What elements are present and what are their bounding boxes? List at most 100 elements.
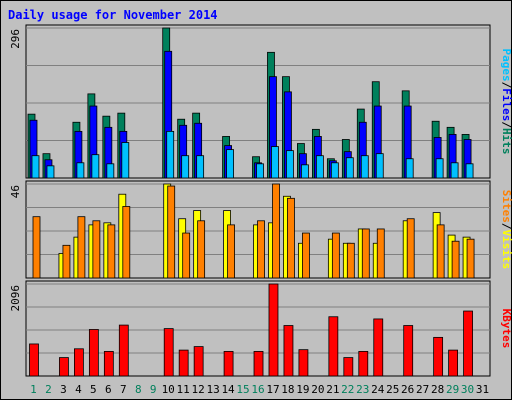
sites-bar bbox=[182, 232, 191, 279]
day-label: 6 bbox=[105, 383, 112, 396]
kbytes-bar bbox=[433, 336, 444, 377]
day-label: 9 bbox=[150, 383, 157, 396]
pages-bar bbox=[286, 150, 294, 179]
day-label: 28 bbox=[431, 383, 444, 396]
sites-bar bbox=[257, 220, 265, 279]
kbytes-bar bbox=[223, 351, 234, 377]
day-label: 20 bbox=[311, 383, 324, 396]
day-label: 29 bbox=[446, 383, 459, 396]
pages-bar bbox=[46, 165, 55, 179]
kbytes-bar bbox=[268, 283, 279, 377]
day-label: 2 bbox=[45, 383, 52, 396]
hits-files-pages-legend-part: Pages bbox=[500, 49, 512, 82]
sites-bar bbox=[92, 220, 101, 279]
kbytes-bar bbox=[448, 349, 458, 377]
kbytes-bar bbox=[358, 351, 369, 377]
visits-sites-legend: Sites/Visits bbox=[500, 190, 512, 270]
kbytes-bar bbox=[88, 329, 99, 377]
pages-bar bbox=[256, 163, 264, 179]
pages-bar bbox=[196, 155, 205, 179]
day-label: 1 bbox=[30, 383, 37, 396]
day-label: 5 bbox=[90, 383, 97, 396]
day-label: 31 bbox=[476, 383, 489, 396]
sites-bar bbox=[346, 242, 355, 279]
day-label: 16 bbox=[251, 383, 264, 396]
kbytes-bar bbox=[373, 318, 384, 377]
day-label: 4 bbox=[75, 383, 82, 396]
pages-bar bbox=[360, 155, 369, 179]
pages-bar bbox=[375, 153, 384, 179]
visits-sites-legend-part: / bbox=[500, 223, 512, 230]
pages-bar bbox=[315, 155, 324, 179]
kbytes-bar bbox=[29, 343, 39, 377]
pages-bar bbox=[181, 155, 190, 179]
bars-layer bbox=[27, 27, 475, 377]
sites-bar bbox=[227, 224, 235, 279]
kbytes-bar bbox=[59, 357, 69, 377]
sites-bar bbox=[451, 240, 460, 279]
sites-bar bbox=[77, 216, 86, 279]
day-label: 18 bbox=[281, 383, 294, 396]
sites-bar bbox=[32, 216, 41, 279]
pages-bar bbox=[166, 130, 175, 179]
pages-bar bbox=[91, 154, 100, 179]
kbytes-bar bbox=[178, 349, 189, 377]
day-label: 15 bbox=[236, 383, 249, 396]
kbytes-bar bbox=[328, 316, 339, 377]
day-label: 25 bbox=[386, 383, 399, 396]
day-label: 23 bbox=[356, 383, 369, 396]
day-label: 27 bbox=[416, 383, 429, 396]
pages-bar bbox=[301, 164, 309, 179]
day-label: 13 bbox=[206, 383, 219, 396]
kbytes-bar bbox=[463, 310, 473, 377]
day-label: 26 bbox=[401, 383, 414, 396]
day-label: 21 bbox=[326, 383, 339, 396]
hits-files-pages-legend-part: / bbox=[500, 82, 512, 89]
day-label: 12 bbox=[192, 383, 205, 396]
pages-bar bbox=[106, 163, 115, 179]
hits-files-pages-legend-part: / bbox=[500, 121, 512, 128]
sites-bar bbox=[287, 197, 295, 279]
kbytes-bar bbox=[193, 346, 204, 377]
sites-bar bbox=[436, 224, 445, 279]
day-label: 24 bbox=[371, 383, 385, 396]
sites-bar bbox=[197, 220, 206, 279]
sites-bar bbox=[331, 232, 340, 279]
pages-bar bbox=[121, 142, 130, 179]
sites-bar bbox=[62, 244, 71, 279]
pages-bar bbox=[330, 162, 339, 179]
visits-sites-legend-part: Sites bbox=[500, 190, 512, 223]
day-label: 17 bbox=[266, 383, 279, 396]
day-label: 11 bbox=[177, 383, 190, 396]
kbytes-bar bbox=[298, 349, 309, 377]
pages-bar bbox=[405, 158, 414, 179]
hits-ymax-label: 296 bbox=[9, 29, 22, 49]
kbytes-bar bbox=[163, 328, 174, 377]
visits-ymax-label: 46 bbox=[9, 185, 22, 198]
sites-bar bbox=[406, 218, 415, 279]
kbytes-legend-part: KBytes bbox=[500, 309, 512, 349]
kbytes-legend: KBytes bbox=[500, 309, 512, 349]
kbytes-bar bbox=[343, 357, 354, 377]
sites-bar bbox=[167, 185, 176, 279]
sites-bar bbox=[376, 228, 385, 279]
sites-bar bbox=[361, 228, 370, 279]
pages-bar bbox=[31, 155, 40, 179]
day-label: 10 bbox=[162, 383, 175, 396]
sites-bar bbox=[302, 232, 310, 279]
day-label: 7 bbox=[120, 383, 127, 396]
pages-bar bbox=[450, 162, 459, 179]
pages-bar bbox=[226, 149, 234, 179]
day-label: 22 bbox=[341, 383, 354, 396]
day-label: 8 bbox=[135, 383, 142, 396]
kbytes-bar bbox=[118, 324, 129, 377]
hits-files-pages-legend-part: Hits bbox=[500, 128, 512, 155]
day-label: 30 bbox=[461, 383, 474, 396]
pages-bar bbox=[435, 158, 444, 179]
day-label: 19 bbox=[296, 383, 309, 396]
day-label: 3 bbox=[60, 383, 67, 396]
sites-bar bbox=[466, 238, 475, 279]
hits-files-pages-legend: Pages/Files/Hits bbox=[500, 49, 512, 155]
